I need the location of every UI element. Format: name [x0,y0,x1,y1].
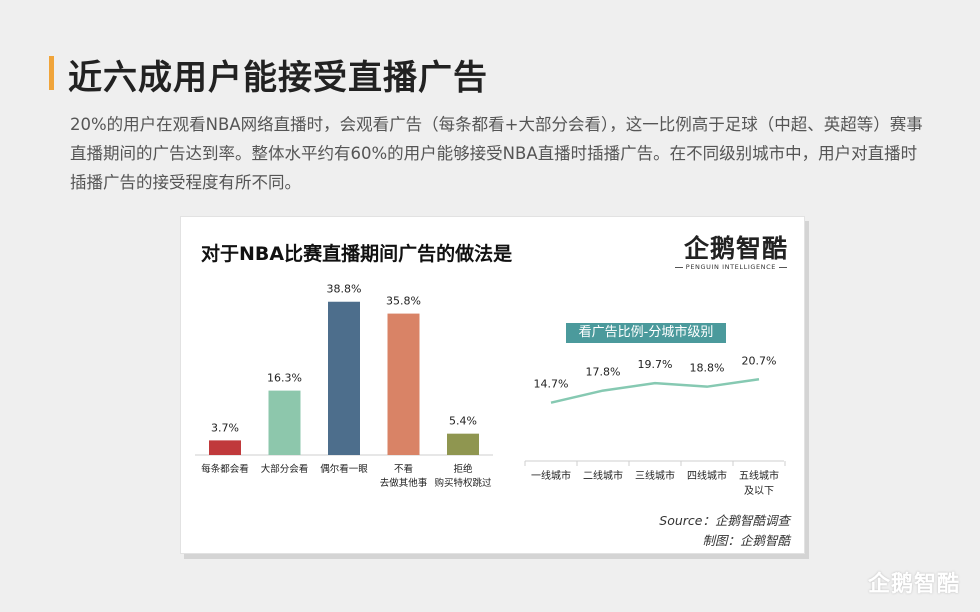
bar [328,301,360,455]
footer-logo: 企鹅智酷 [867,572,960,597]
bar-category-label: 拒绝 [453,463,473,475]
bar-value-label: 38.8% [327,283,362,296]
line-value-label: 14.7% [534,378,569,391]
bar-category-label: 大部分会看 [261,463,309,475]
source-note: Source：企鹅智酷调查 制图：企鹅智酷 [659,511,790,551]
title-accent-bar [49,56,54,90]
bar [447,433,479,455]
line-value-label: 19.7% [638,358,673,371]
line-chart-title: 看广告比例-分城市级别 [566,323,726,343]
bar [387,313,420,455]
intro-paragraph: 20%的用户在观看NBA网络直播时，会观看广告（每条都看+大部分会看），这一比例… [70,115,923,192]
penguin-logo-subtext: PENGUIN INTELLIGENCE [672,263,790,271]
line-category-label: 三线城市 [635,469,675,482]
line-series [550,378,760,404]
credit-line: 制图：企鹅智酷 [702,533,790,548]
chart-canvas: 3.7% 每条都会看 16.3% 大部分会看 38.8% 偶尔看一眼 35.8% 不看去做其他… [195,283,786,497]
page-title: 近六成用户能接受直播广告 [68,58,488,98]
bar-category-label: 不看 [394,463,413,475]
bar-category-label: 购买特权跳过 [434,477,492,489]
bar-value-label: 3.7% [211,421,239,434]
penguin-logo-text: 企鹅智酷 [683,234,788,263]
line-category-label: 一线城市 [531,469,571,482]
bar-value-label: 5.4% [449,415,477,428]
line-category-label: 二线城市 [583,469,623,482]
bar-category-label: 去做其他事 [380,477,428,489]
bar-category-label: 每条都会看 [201,463,249,475]
line-category-label: 及以下 [744,485,774,497]
chart-title: 对于NBA比赛直播期间广告的做法是 [201,243,513,265]
source-line: Source：企鹅智酷调查 [659,513,790,528]
line-category-label: 五线城市 [739,469,779,482]
bar-value-label: 35.8% [386,295,421,308]
bar-category-label: 偶尔看一眼 [320,463,368,475]
line-value-label: 18.8% [690,362,725,375]
bar-value-label: 16.3% [267,372,302,385]
chart-card: 对于NBA比赛直播期间广告的做法是 企鹅智酷 PENGUIN INTELLIGE… [180,216,805,554]
line-value-label: 20.7% [742,354,777,367]
line-value-label: 17.8% [586,366,621,379]
bar [209,440,241,455]
bar [268,390,301,455]
line-category-label: 四线城市 [687,469,727,482]
